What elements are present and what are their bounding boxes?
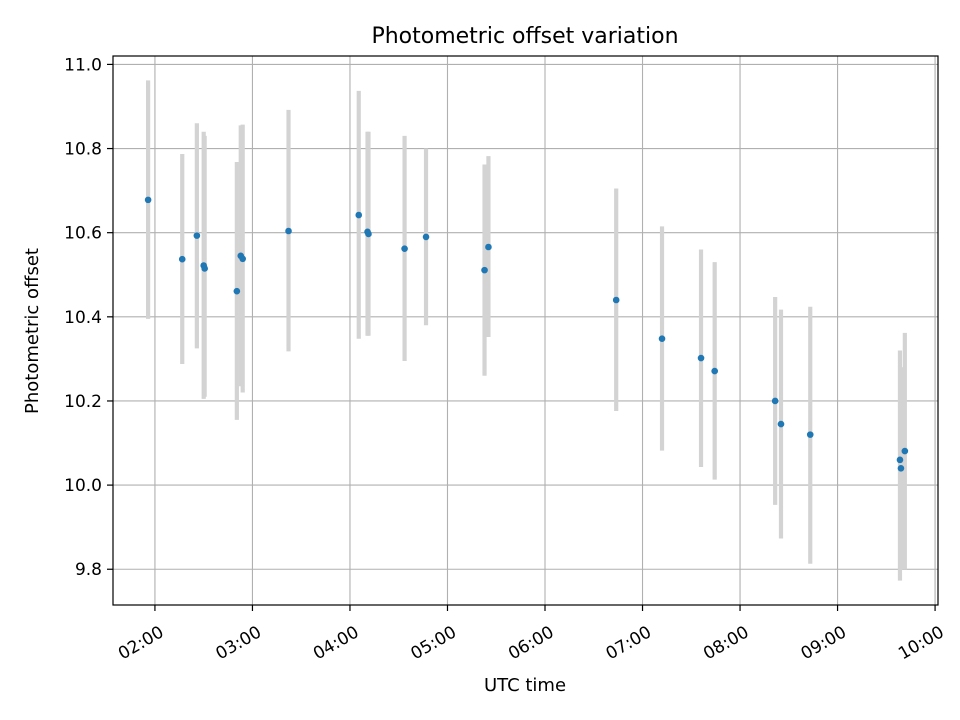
grid [113,56,938,605]
data-point [193,232,201,239]
data-point [697,354,705,362]
data-point [233,287,241,295]
data-point [285,227,292,235]
data-point [355,211,363,219]
data-point [201,265,208,272]
y-tick-label: 10.2 [64,392,102,412]
data-point [422,233,430,241]
x-axis-label: UTC time [484,675,566,696]
data-point [658,335,666,343]
y-tick-label: 10.0 [64,476,102,496]
data-point [896,456,904,464]
data-point [806,431,814,438]
data-point [897,464,905,472]
data-point [901,447,909,455]
y-tick-label: 10.8 [64,140,102,160]
data-point [771,397,779,405]
data-point [365,230,372,238]
data-point [401,245,408,252]
data-point [485,243,492,251]
y-tick-label: 10.4 [64,308,102,328]
plot-frame [112,55,939,606]
data-point [711,367,718,375]
data-point [178,255,186,263]
y-tick-label: 10.6 [64,224,102,244]
data-points [144,196,909,472]
data-point [481,266,488,274]
y-axis-label: Photometric offset [22,248,43,414]
data-point [777,420,785,428]
data-point [144,196,152,204]
y-tick-label: 9.8 [75,560,102,580]
data-point [239,255,246,263]
chart-title: Photometric offset variation [371,24,678,49]
y-tick-label: 11.0 [64,55,102,75]
y-axis-ticks: 9.8 10.0 10.2 10.4 10.6 10.8 11.0 [64,55,113,580]
data-point [612,296,620,304]
